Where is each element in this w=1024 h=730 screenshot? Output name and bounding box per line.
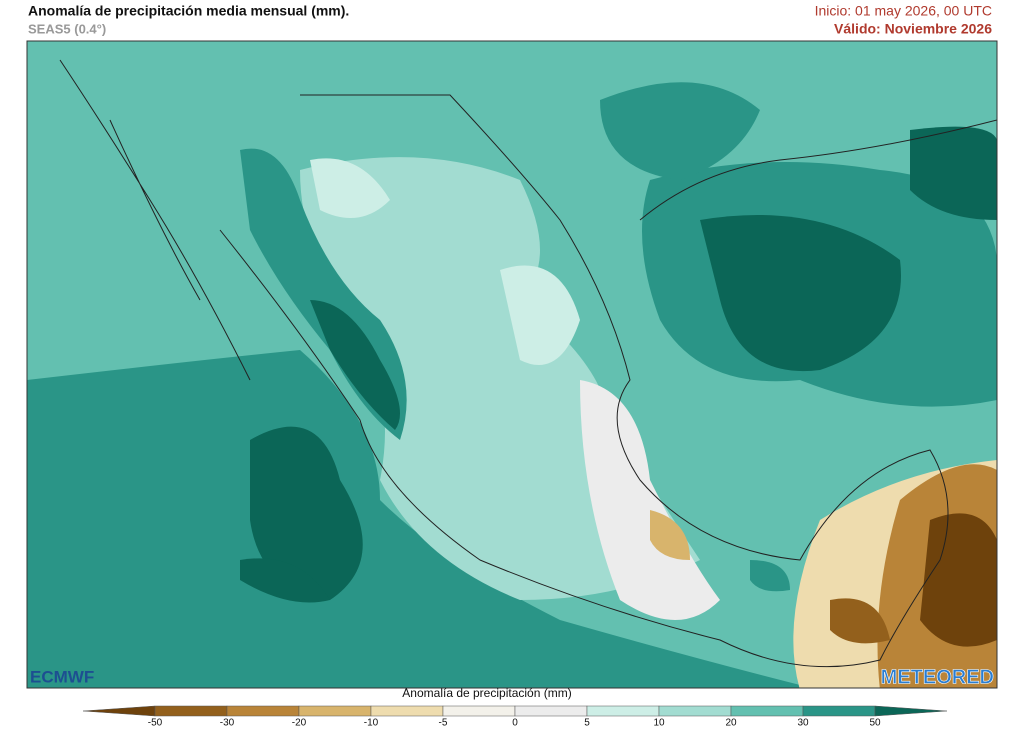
colorbar-segment: [82, 705, 156, 717]
colorbar: Anomalía de precipitación (mm) -50 -30 -20…: [82, 686, 948, 729]
colorbar-tick-label: -20: [292, 718, 307, 729]
ecmwf-logo: ECMWF: [30, 667, 94, 686]
colorbar-segment: [658, 705, 732, 717]
colorbar-tick-label: -5: [439, 718, 448, 729]
colorbar-tick-label: -50: [148, 718, 163, 729]
colorbar-tick-label: -10: [364, 718, 379, 729]
colorbar-tick-label: 0: [512, 718, 518, 729]
colorbar-segment: [442, 705, 516, 717]
colorbar-tick-label: 50: [869, 718, 881, 729]
colorbar-segment: [586, 705, 660, 717]
colorbar-segment: [730, 705, 804, 717]
colorbar-segment: [874, 705, 948, 717]
colorbar-tick-label: 10: [653, 718, 665, 729]
valid-time: Válido: Noviembre 2026: [834, 21, 992, 37]
colorbar-tick-label: 20: [725, 718, 737, 729]
colorbar-tick-label: 5: [584, 718, 590, 729]
colorbar-segment: [370, 705, 444, 717]
colorbar-segment: [298, 705, 372, 717]
colorbar-label: Anomalía de precipitación (mm): [402, 686, 571, 700]
subtitle: SEAS5 (0.4°): [28, 21, 106, 36]
colorbar-tick-label: -30: [220, 718, 235, 729]
colorbar-segment: [802, 705, 876, 717]
map: ECMWF METEORED: [26, 40, 998, 689]
meteored-logo: METEORED: [881, 666, 994, 688]
colorbar-tick-label: 30: [797, 718, 809, 729]
colorbar-segment: [226, 705, 300, 717]
init-time: Inicio: 01 may 2026, 00 UTC: [815, 3, 992, 19]
title: Anomalía de precipitación media mensual …: [28, 3, 349, 19]
colorbar-segment: [514, 705, 588, 717]
colorbar-segment: [154, 705, 228, 717]
